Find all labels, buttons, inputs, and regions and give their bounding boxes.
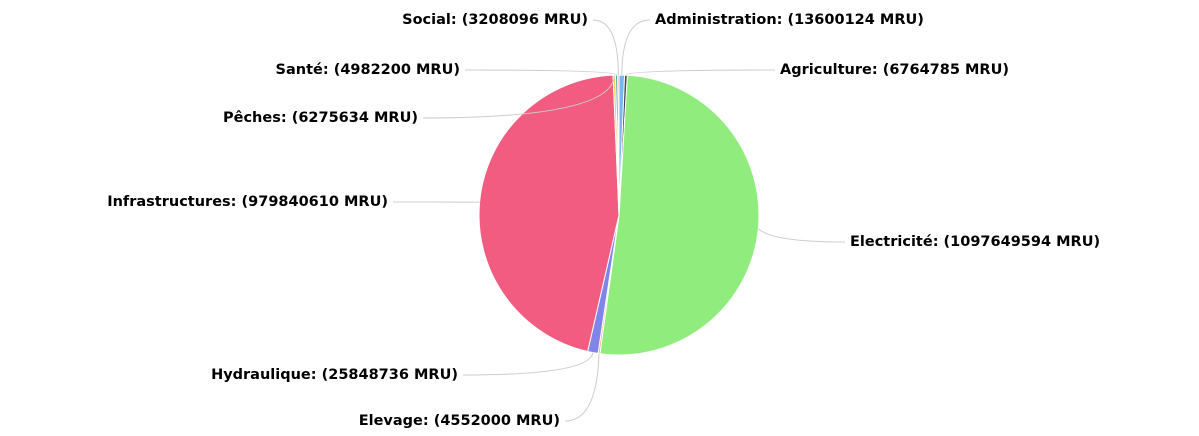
data-label: Pêches: (6275634 MRU) [223,110,418,126]
data-label: Santé: (4982200 MRU) [276,62,460,78]
data-label: Agriculture: (6764785 MRU) [780,62,1009,78]
data-label: Infrastructures: (979840610 MRU) [107,194,388,210]
connector [757,228,846,243]
pie-slice [478,74,620,353]
data-label: Social: (3208096 MRU) [402,12,588,28]
connector [592,19,619,76]
connector [564,353,600,422]
connector [621,19,651,76]
data-label: Administration: (13600124 MRU) [655,12,924,28]
pie-slice [599,74,760,356]
connector [422,75,615,119]
data-label: Electricité: (1097649594 MRU) [850,234,1100,250]
connector [464,69,618,76]
connector [625,69,776,76]
data-label: Elevage: (4552000 MRU) [359,413,560,429]
data-label: Hydraulique: (25848736 MRU) [211,367,458,383]
connector [462,352,594,376]
